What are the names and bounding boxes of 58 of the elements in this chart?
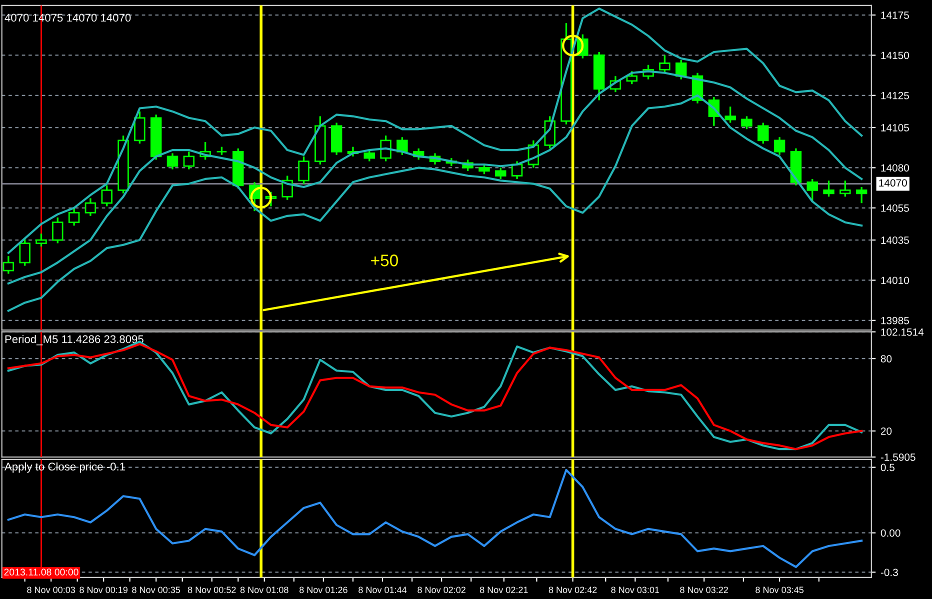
x-tick-label: 8 Nov 02:02	[418, 586, 466, 594]
y-tick-label: 14125	[881, 92, 909, 100]
candlestick	[478, 164, 490, 175]
ref-line-label: 14070	[879, 179, 907, 187]
candlestick	[166, 152, 178, 170]
y-tick-label: -1.5905	[880, 454, 916, 461]
y-tick-label: 13985	[881, 316, 909, 324]
y-tick-label: 14035	[881, 236, 909, 244]
candlestick	[840, 180, 851, 198]
y-tick-label: 0.00	[880, 529, 900, 537]
x-tick-label: 8 Nov 01:08	[240, 586, 288, 594]
candlestick	[19, 238, 30, 267]
candlestick	[84, 197, 96, 217]
x-tick-label: 8 Nov 00:03	[27, 586, 76, 594]
x-tick-label: 8 Nov 02:21	[480, 586, 528, 594]
y-tick-label: 0.5	[880, 464, 894, 472]
x-tick-label: 8 Nov 00:35	[132, 586, 180, 594]
line-series	[7, 94, 863, 312]
candlestick	[364, 149, 375, 162]
x-tick-label: 8 Nov 00:19	[80, 586, 128, 594]
y-tick-label: 14010	[881, 276, 910, 284]
x-tick-label: 8 Nov 03:45	[756, 586, 804, 594]
y-tick-label: 14055	[881, 204, 909, 212]
candlestick	[134, 110, 146, 144]
candlestick	[626, 70, 638, 85]
y-tick-label: 102.1514	[881, 328, 924, 336]
ref-line-label: 2013.11.08 00:00	[4, 568, 78, 576]
x-tick-label: 8 Nov 01:26	[299, 586, 348, 594]
candlestick	[183, 150, 195, 170]
x-tick-label: 8 Nov 01:44	[358, 586, 407, 594]
candlestick	[495, 166, 506, 180]
candlestick	[68, 207, 80, 226]
x-tick-label: 8 Nov 00:52	[188, 586, 236, 594]
candlestick	[396, 136, 408, 156]
candlestick	[52, 216, 64, 244]
y-tick-label: 14105	[881, 124, 909, 132]
x-tick-label: 8 Nov 03:22	[680, 586, 728, 594]
y-tick-label: 20	[880, 427, 892, 435]
candlestick	[856, 186, 868, 204]
y-tick-label: 14175	[881, 12, 909, 19]
candlestick	[741, 115, 752, 130]
candlestick	[2, 255, 14, 275]
candlestick	[659, 54, 670, 74]
y-tick-label: -0.3	[880, 568, 898, 576]
candlestick	[724, 106, 736, 124]
x-tick-label: 8 Nov 03:01	[611, 586, 660, 594]
candlestick	[758, 122, 769, 144]
candlestick	[774, 136, 786, 156]
y-tick-label: 14150	[881, 52, 910, 60]
y-tick-label: 14080	[881, 164, 910, 172]
candlestick	[806, 178, 818, 202]
candlestick	[823, 180, 834, 198]
candlestick	[101, 184, 112, 208]
y-tick-label: 80	[880, 355, 892, 362]
x-tick-label: 8 Nov 02:42	[548, 586, 597, 594]
candlestick	[298, 156, 310, 185]
candlestick	[36, 232, 47, 248]
annotation: +50	[371, 254, 398, 266]
